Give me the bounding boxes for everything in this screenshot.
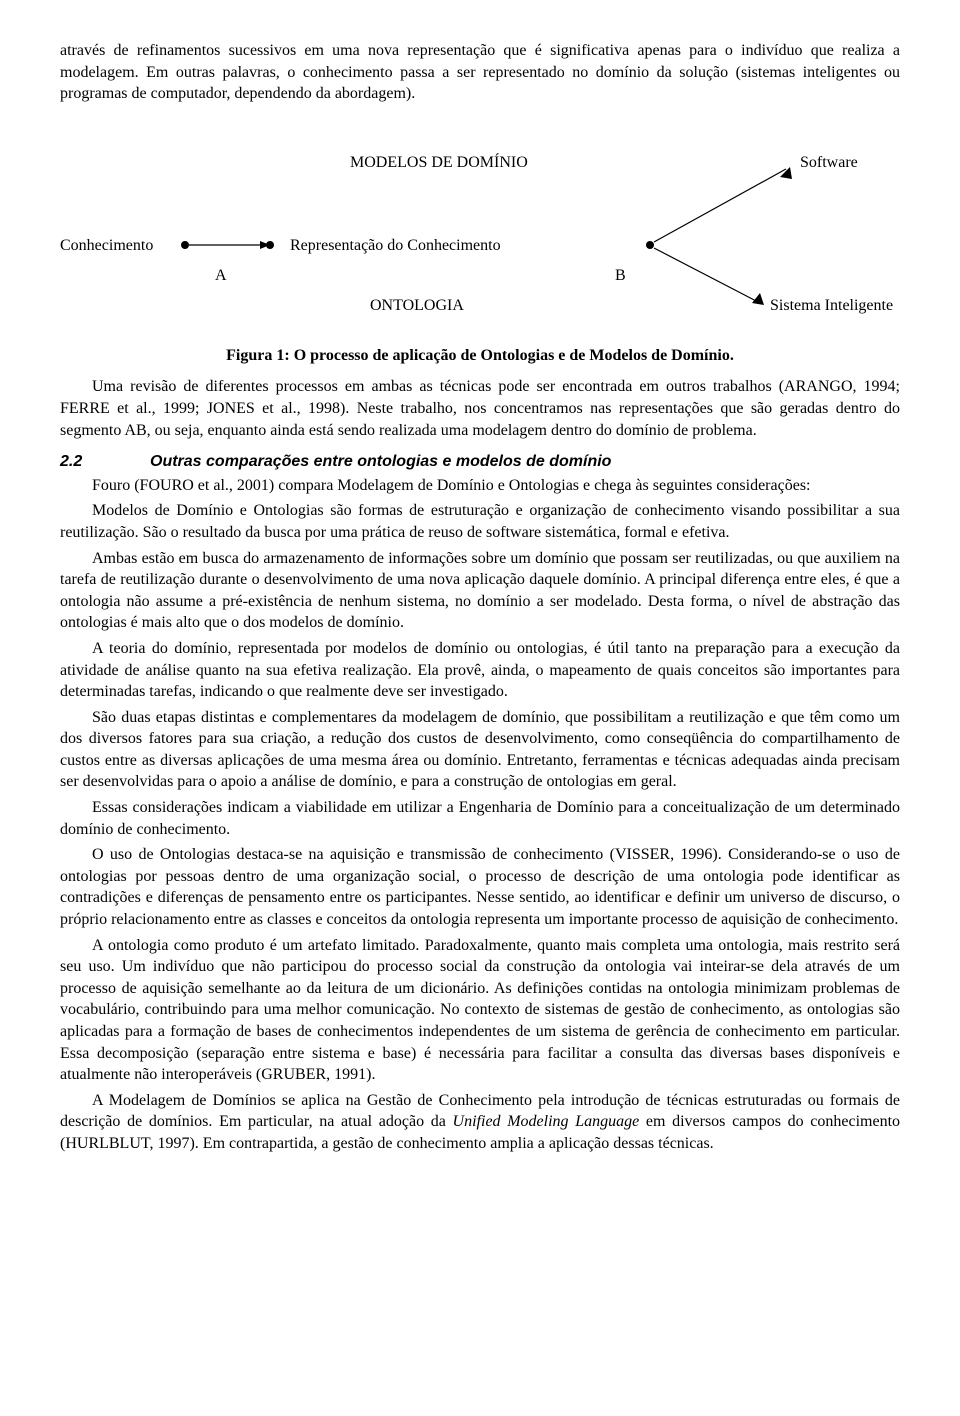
figure-1-diagram: MODELOS DE DOMÍNIO Software Conhecimento Re…: [60, 145, 900, 315]
subsection-heading: 2.2 Outras comparações entre ontologias …: [60, 451, 900, 473]
body-paragraph-5: São duas etapas distintas e complementar…: [60, 707, 900, 793]
svg-text:A: A: [215, 267, 227, 284]
p9-italic: Unified Modeling Language: [453, 1113, 640, 1130]
subsection-title: Outras comparações entre ontologias e mo…: [150, 451, 611, 473]
body-paragraph-6: Essas considerações indicam a viabilidad…: [60, 797, 900, 840]
svg-text:Sistema Inteligente: Sistema Inteligente: [770, 297, 893, 314]
diagram-svg: MODELOS DE DOMÍNIO Software Conhecimento Re…: [60, 145, 900, 315]
body-paragraph-1: Fouro (FOURO et al., 2001) compara Model…: [60, 475, 900, 497]
svg-text:Software: Software: [800, 154, 858, 171]
body-paragraph-3: Ambas estão em busca do armazenamento de…: [60, 548, 900, 634]
figure-1-caption: Figura 1: O processo de aplicação de Ont…: [60, 345, 900, 367]
svg-text:Representação do Conhecimento: Representação do Conhecimento: [290, 237, 501, 254]
svg-text:MODELOS DE DOMÍNIO: MODELOS DE DOMÍNIO: [350, 152, 528, 171]
body-paragraph-2: Modelos de Domínio e Ontologias são form…: [60, 500, 900, 543]
subsection-number: 2.2: [60, 451, 150, 473]
body-paragraph-4: A teoria do domínio, representada por mo…: [60, 638, 900, 703]
svg-text:Conhecimento: Conhecimento: [60, 237, 153, 254]
svg-text:B: B: [615, 267, 626, 284]
body-paragraph-9: A Modelagem de Domínios se aplica na Ges…: [60, 1090, 900, 1155]
body-paragraph-7: O uso de Ontologias destaca-se na aquisi…: [60, 844, 900, 930]
paragraph-after-figure: Uma revisão de diferentes processos em a…: [60, 376, 900, 441]
body-paragraph-8: A ontologia como produto é um artefato l…: [60, 935, 900, 1086]
svg-text:ONTOLOGIA: ONTOLOGIA: [370, 297, 464, 314]
intro-paragraph: através de refinamentos sucessivos em um…: [60, 40, 900, 105]
